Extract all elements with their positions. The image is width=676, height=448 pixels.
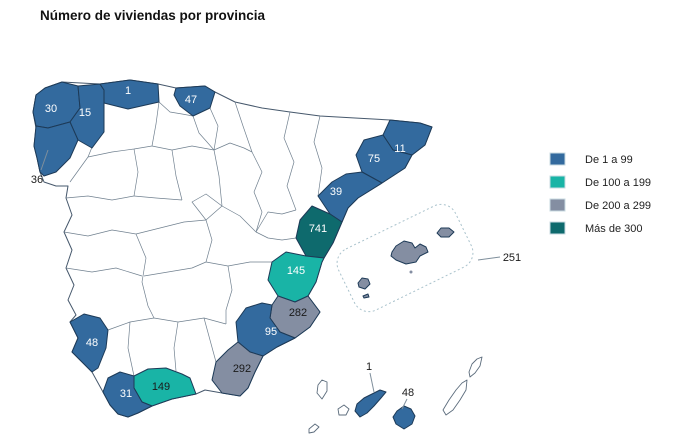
border-line bbox=[192, 115, 215, 151]
island-fuerteventura bbox=[442, 379, 468, 416]
label-valencia: 145 bbox=[287, 265, 305, 277]
balearic-islands bbox=[336, 203, 501, 313]
border-line bbox=[213, 142, 253, 153]
border-line bbox=[251, 151, 263, 233]
island-formentera bbox=[362, 293, 370, 299]
border-line bbox=[107, 317, 227, 331]
border-line bbox=[173, 321, 179, 372]
legend-swatch-4 bbox=[549, 221, 566, 235]
colored-provinces bbox=[32, 79, 433, 418]
province-borders bbox=[63, 101, 323, 377]
province-huelva bbox=[69, 313, 109, 373]
island-ibiza bbox=[357, 277, 371, 290]
border-line bbox=[255, 209, 297, 233]
canary-islands bbox=[308, 356, 483, 434]
border-line bbox=[87, 145, 153, 158]
border-line bbox=[158, 101, 194, 117]
province-basque bbox=[173, 85, 216, 117]
balearics-dotted-box bbox=[336, 203, 474, 313]
legend-swatch-3 bbox=[549, 198, 566, 212]
label-huelva: 48 bbox=[86, 337, 98, 349]
chart-title: Número de viviendas por provincia bbox=[40, 8, 266, 23]
island-gran-canaria bbox=[392, 405, 416, 430]
border-line bbox=[133, 195, 183, 201]
border-line bbox=[65, 195, 135, 201]
legend-swatch-1 bbox=[549, 152, 566, 166]
island-menorca bbox=[436, 227, 455, 238]
label-basque: 47 bbox=[185, 94, 197, 106]
border-line bbox=[234, 101, 253, 153]
leader-line-baleares bbox=[477, 256, 501, 261]
border-line bbox=[143, 261, 207, 277]
island-la-gomera bbox=[337, 404, 350, 416]
border-line bbox=[313, 115, 323, 197]
border-line bbox=[221, 205, 257, 233]
province-pontevedra bbox=[33, 121, 79, 177]
label-barcelona: 75 bbox=[368, 153, 380, 165]
label-almeria: 292 bbox=[233, 363, 251, 375]
border-line bbox=[151, 145, 215, 151]
province-cadiz bbox=[102, 371, 153, 418]
label-murcia: 95 bbox=[265, 326, 277, 338]
island-lanzarote bbox=[468, 356, 483, 378]
island-tenerife bbox=[354, 389, 387, 418]
border-line bbox=[203, 317, 217, 363]
leader-line-tenerife bbox=[369, 372, 375, 393]
label-baleares: 251 bbox=[503, 252, 521, 264]
legend-label-4: Más de 300 bbox=[585, 223, 642, 235]
border-line bbox=[205, 219, 213, 263]
legend: De 1 a 99 De 100 a 199 De 200 a 299 Más … bbox=[549, 152, 651, 235]
legend-label-1: De 1 a 99 bbox=[585, 154, 633, 166]
leader-line-pontevedra bbox=[40, 149, 49, 171]
border-line bbox=[225, 265, 233, 324]
border-line bbox=[151, 101, 160, 147]
label-tenerife: 1 bbox=[366, 361, 372, 373]
border-line bbox=[255, 231, 297, 241]
label-girona: 11 bbox=[394, 143, 405, 155]
border-line bbox=[127, 321, 135, 377]
province-asturias bbox=[99, 79, 160, 110]
label-a-coruna: 30 bbox=[45, 103, 57, 115]
label-cadiz: 31 bbox=[120, 388, 132, 400]
border-line bbox=[213, 149, 223, 207]
island-el-hierro bbox=[308, 423, 320, 434]
border-line bbox=[135, 233, 155, 319]
leader-line-gran-canaria bbox=[401, 398, 408, 410]
label-tarragona: 39 bbox=[330, 186, 342, 198]
legend-swatch-2 bbox=[549, 175, 566, 189]
label-castellon: 741 bbox=[309, 223, 327, 235]
label-pontevedra: 36 bbox=[31, 174, 43, 186]
legend-label-3: De 200 a 299 bbox=[585, 200, 651, 212]
province-murcia bbox=[235, 302, 296, 357]
label-alicante: 282 bbox=[289, 307, 307, 319]
value-labels: 30 15 1 47 36 75 11 39 741 145 282 95 29… bbox=[31, 85, 521, 400]
island-mallorca bbox=[390, 240, 429, 265]
border-line bbox=[65, 267, 143, 277]
label-asturias: 1 bbox=[125, 85, 131, 97]
province-almeria bbox=[211, 341, 264, 397]
border-line bbox=[171, 149, 183, 201]
label-malaga: 149 bbox=[152, 381, 170, 393]
island-la-palma bbox=[316, 379, 328, 400]
border-line bbox=[205, 261, 272, 267]
border-line bbox=[133, 148, 139, 197]
legend-label-2: De 100 a 199 bbox=[585, 177, 651, 189]
island-cabrera bbox=[409, 270, 413, 274]
border-line bbox=[209, 107, 219, 151]
label-lugo: 15 bbox=[79, 107, 91, 119]
border-line bbox=[283, 111, 297, 211]
label-gran-canaria: 48 bbox=[402, 387, 414, 399]
